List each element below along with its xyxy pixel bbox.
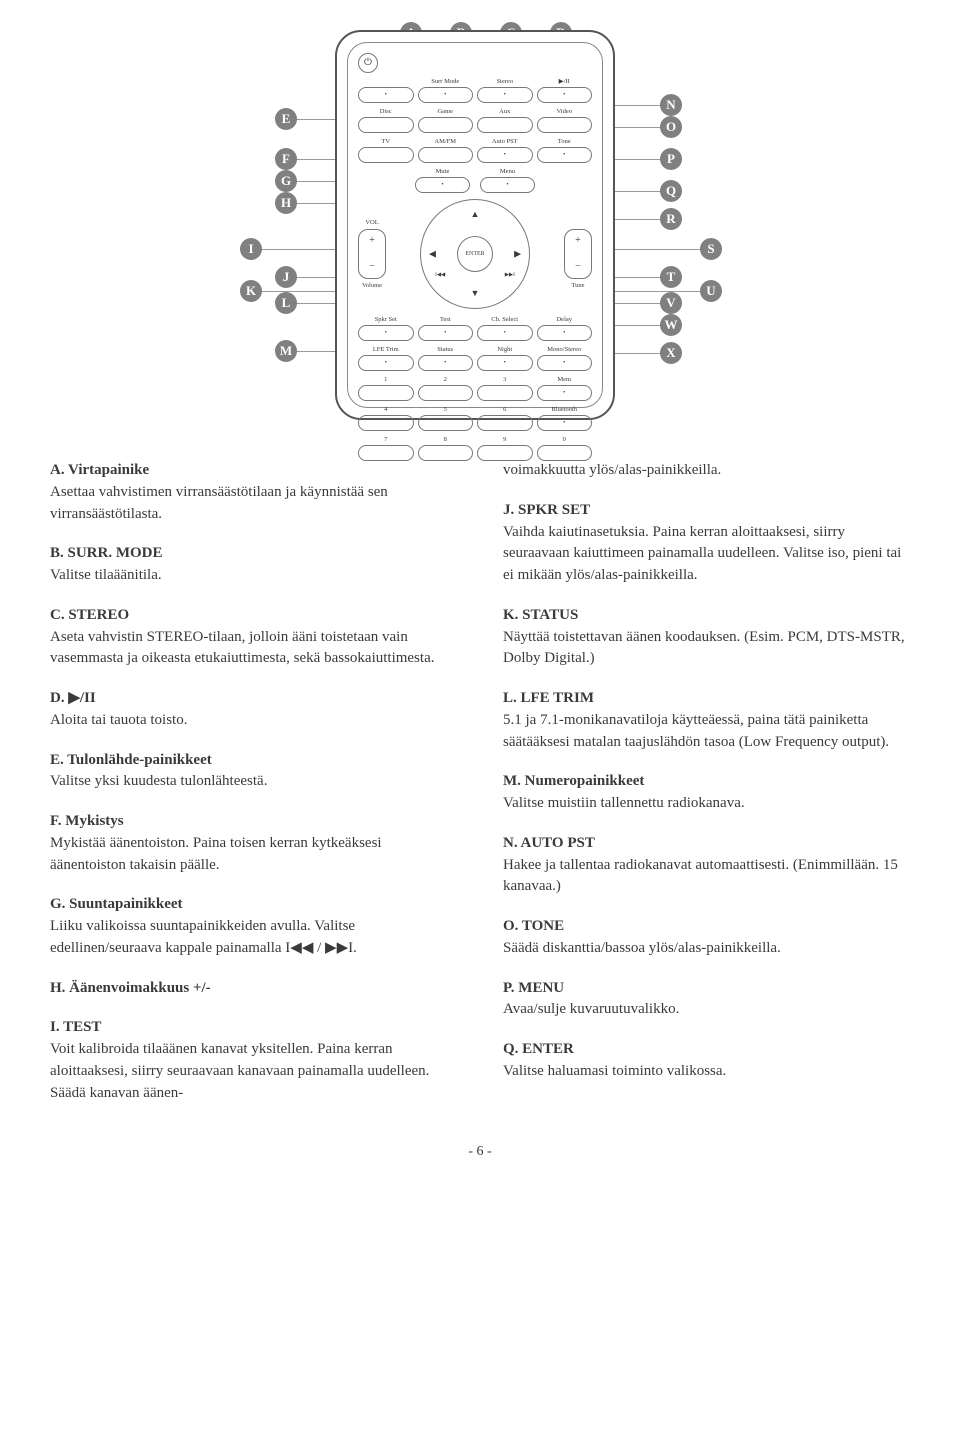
- callout-w: W: [660, 314, 682, 336]
- power-button: ⏻: [358, 53, 378, 73]
- entry-title: E. Tulonlähde-painikkeet: [50, 752, 212, 768]
- callout-o: O: [660, 116, 682, 138]
- remote-outline: ⏻ Surr Mode Stereo ▶/II • • • • Disc: [335, 30, 615, 420]
- entry: Q. ENTER Valitse haluamasi toiminto valik…: [503, 1039, 910, 1083]
- entry-title: N. AUTO PST: [503, 835, 595, 851]
- callout-s: S: [700, 238, 722, 260]
- remote-diagram: A B C D EFGHIJKLM NOPQRSTUVWX ⏻ Surr Mod…: [50, 30, 910, 420]
- entry: K. STATUS Näyttää toistettavan äänen kood…: [503, 605, 910, 670]
- entry: P. MENU Avaa/sulje kuvaruutuvalikko.: [503, 978, 910, 1022]
- callout-m: M: [275, 340, 297, 362]
- menu-button-graphic: •: [480, 177, 535, 193]
- callout-v: V: [660, 292, 682, 314]
- entry: L. LFE TRIM 5.1 ja 7.1-monikanavatiloja k…: [503, 688, 910, 753]
- entry-title: H. Äänenvoimakkuus +/-: [50, 980, 211, 996]
- entry-body: Säädä diskanttia/bassoa ylös/alas-painik…: [503, 938, 910, 960]
- entry: H. Äänenvoimakkuus +/-: [50, 978, 457, 1000]
- entry: D. ▶/II Aloita tai tauota toisto.: [50, 688, 457, 732]
- entry-body: Liiku valikoissa suuntapainikkeiden avul…: [50, 916, 457, 960]
- callout-p: P: [660, 148, 682, 170]
- entry: B. SURR. MODE Valitse tilaäänitila.: [50, 543, 457, 587]
- entry: G. Suuntapainikkeet Liiku valikoissa suun…: [50, 894, 457, 959]
- entry: N. AUTO PST Hakee ja tallentaa radiokanav…: [503, 833, 910, 898]
- right-column: voimakkuutta ylös/alas-painikkeilla. J. S…: [503, 460, 910, 1122]
- entry-body: Aloita tai tauota toisto.: [50, 710, 457, 732]
- entry-title: F. Mykistys: [50, 813, 124, 829]
- remote-btn: [477, 117, 533, 133]
- entry-title: L. LFE TRIM: [503, 690, 594, 706]
- remote-btn: •: [477, 87, 533, 103]
- callout-j: J: [275, 266, 297, 288]
- volume-rocker: + −: [358, 229, 386, 279]
- callout-g: G: [275, 170, 297, 192]
- callout-h: H: [275, 192, 297, 214]
- callout-l: L: [275, 292, 297, 314]
- entry-body: 5.1 ja 7.1-monikanavatiloja käytteäessä,…: [503, 710, 910, 754]
- entry-body: Valitse yksi kuudesta tulonlähteestä.: [50, 771, 457, 793]
- remote-btn: •: [537, 87, 593, 103]
- callout-t: T: [660, 266, 682, 288]
- entry: voimakkuutta ylös/alas-painikkeilla.: [503, 460, 910, 482]
- entry-title: A. Virtapainike: [50, 462, 149, 478]
- callout-x: X: [660, 342, 682, 364]
- entry: E. Tulonlähde-painikkeet Valitse yksi kuu…: [50, 750, 457, 794]
- remote-btn: •: [477, 147, 533, 163]
- callout-u: U: [700, 280, 722, 302]
- entry-body: Mykistää äänentoiston. Paina toisen kerr…: [50, 833, 457, 877]
- entry-body: Hakee ja tallentaa radiokanavat automaat…: [503, 855, 910, 899]
- callout-q: Q: [660, 180, 682, 202]
- entry-title: G. Suuntapainikkeet: [50, 896, 183, 912]
- entry-body: Valitse tilaäänitila.: [50, 565, 457, 587]
- entry: I. TEST Voit kalibroida tilaäänen kanavat…: [50, 1017, 457, 1104]
- mute-button-graphic: •: [415, 177, 470, 193]
- entry: O. TONE Säädä diskanttia/bassoa ylös/alas…: [503, 916, 910, 960]
- entry: C. STEREO Aseta vahvistin STEREO-tilaan, …: [50, 605, 457, 670]
- entry-title: K. STATUS: [503, 607, 578, 623]
- entry-title: O. TONE: [503, 918, 564, 934]
- entry: F. Mykistys Mykistää äänentoiston. Paina …: [50, 811, 457, 876]
- enter-button-graphic: ENTER: [457, 236, 493, 272]
- page-number: - 6 -: [50, 1142, 910, 1162]
- remote-btn: [358, 117, 414, 133]
- remote-btn: [418, 147, 474, 163]
- entry-body: Avaa/sulje kuvaruutuvalikko.: [503, 999, 910, 1021]
- remote-btn: [537, 117, 593, 133]
- entry-body: Valitse muistiin tallennettu radiokanava…: [503, 793, 910, 815]
- entry-body: voimakkuutta ylös/alas-painikkeilla.: [503, 460, 910, 482]
- nav-pad: ▲ ▼ ◀ ▶ I◀◀ ▶▶I ENTER: [420, 199, 530, 309]
- remote-btn: •: [358, 87, 414, 103]
- entry-title: D. ▶/II: [50, 690, 96, 706]
- remote-btn: [418, 117, 474, 133]
- callout-k: K: [240, 280, 262, 302]
- remote-btn: •: [537, 147, 593, 163]
- callout-i: I: [240, 238, 262, 260]
- callout-f: F: [275, 148, 297, 170]
- entry-title: P. MENU: [503, 980, 564, 996]
- description-columns: A. Virtapainike Asettaa vahvistimen virra…: [50, 460, 910, 1122]
- entry-body: Asettaa vahvistimen virransäästötilaan j…: [50, 482, 457, 526]
- entry-body: Näyttää toistettavan äänen koodauksen. (…: [503, 627, 910, 671]
- entry-body: Vaihda kaiutinasetuksia. Paina kerran al…: [503, 522, 910, 587]
- left-column: A. Virtapainike Asettaa vahvistimen virra…: [50, 460, 457, 1122]
- remote-btn: [358, 147, 414, 163]
- entry: A. Virtapainike Asettaa vahvistimen virra…: [50, 460, 457, 525]
- tune-rocker: + −: [564, 229, 592, 279]
- entry: M. Numeropainikkeet Valitse muistiin tall…: [503, 771, 910, 815]
- entry-title: J. SPKR SET: [503, 502, 590, 518]
- remote-btn: •: [418, 87, 474, 103]
- entry-title: Q. ENTER: [503, 1041, 574, 1057]
- entry-title: M. Numeropainikkeet: [503, 773, 644, 789]
- callout-n: N: [660, 94, 682, 116]
- entry-title: I. TEST: [50, 1019, 101, 1035]
- entry-title: B. SURR. MODE: [50, 545, 163, 561]
- callout-e: E: [275, 108, 297, 130]
- entry-body: Voit kalibroida tilaäänen kanavat yksite…: [50, 1039, 457, 1104]
- entry-body: Valitse haluamasi toiminto valikossa.: [503, 1061, 910, 1083]
- entry-body: Aseta vahvistin STEREO-tilaan, jolloin ä…: [50, 627, 457, 671]
- entry-title: C. STEREO: [50, 607, 129, 623]
- entry: J. SPKR SET Vaihda kaiutinasetuksia. Pain…: [503, 500, 910, 587]
- callout-r: R: [660, 208, 682, 230]
